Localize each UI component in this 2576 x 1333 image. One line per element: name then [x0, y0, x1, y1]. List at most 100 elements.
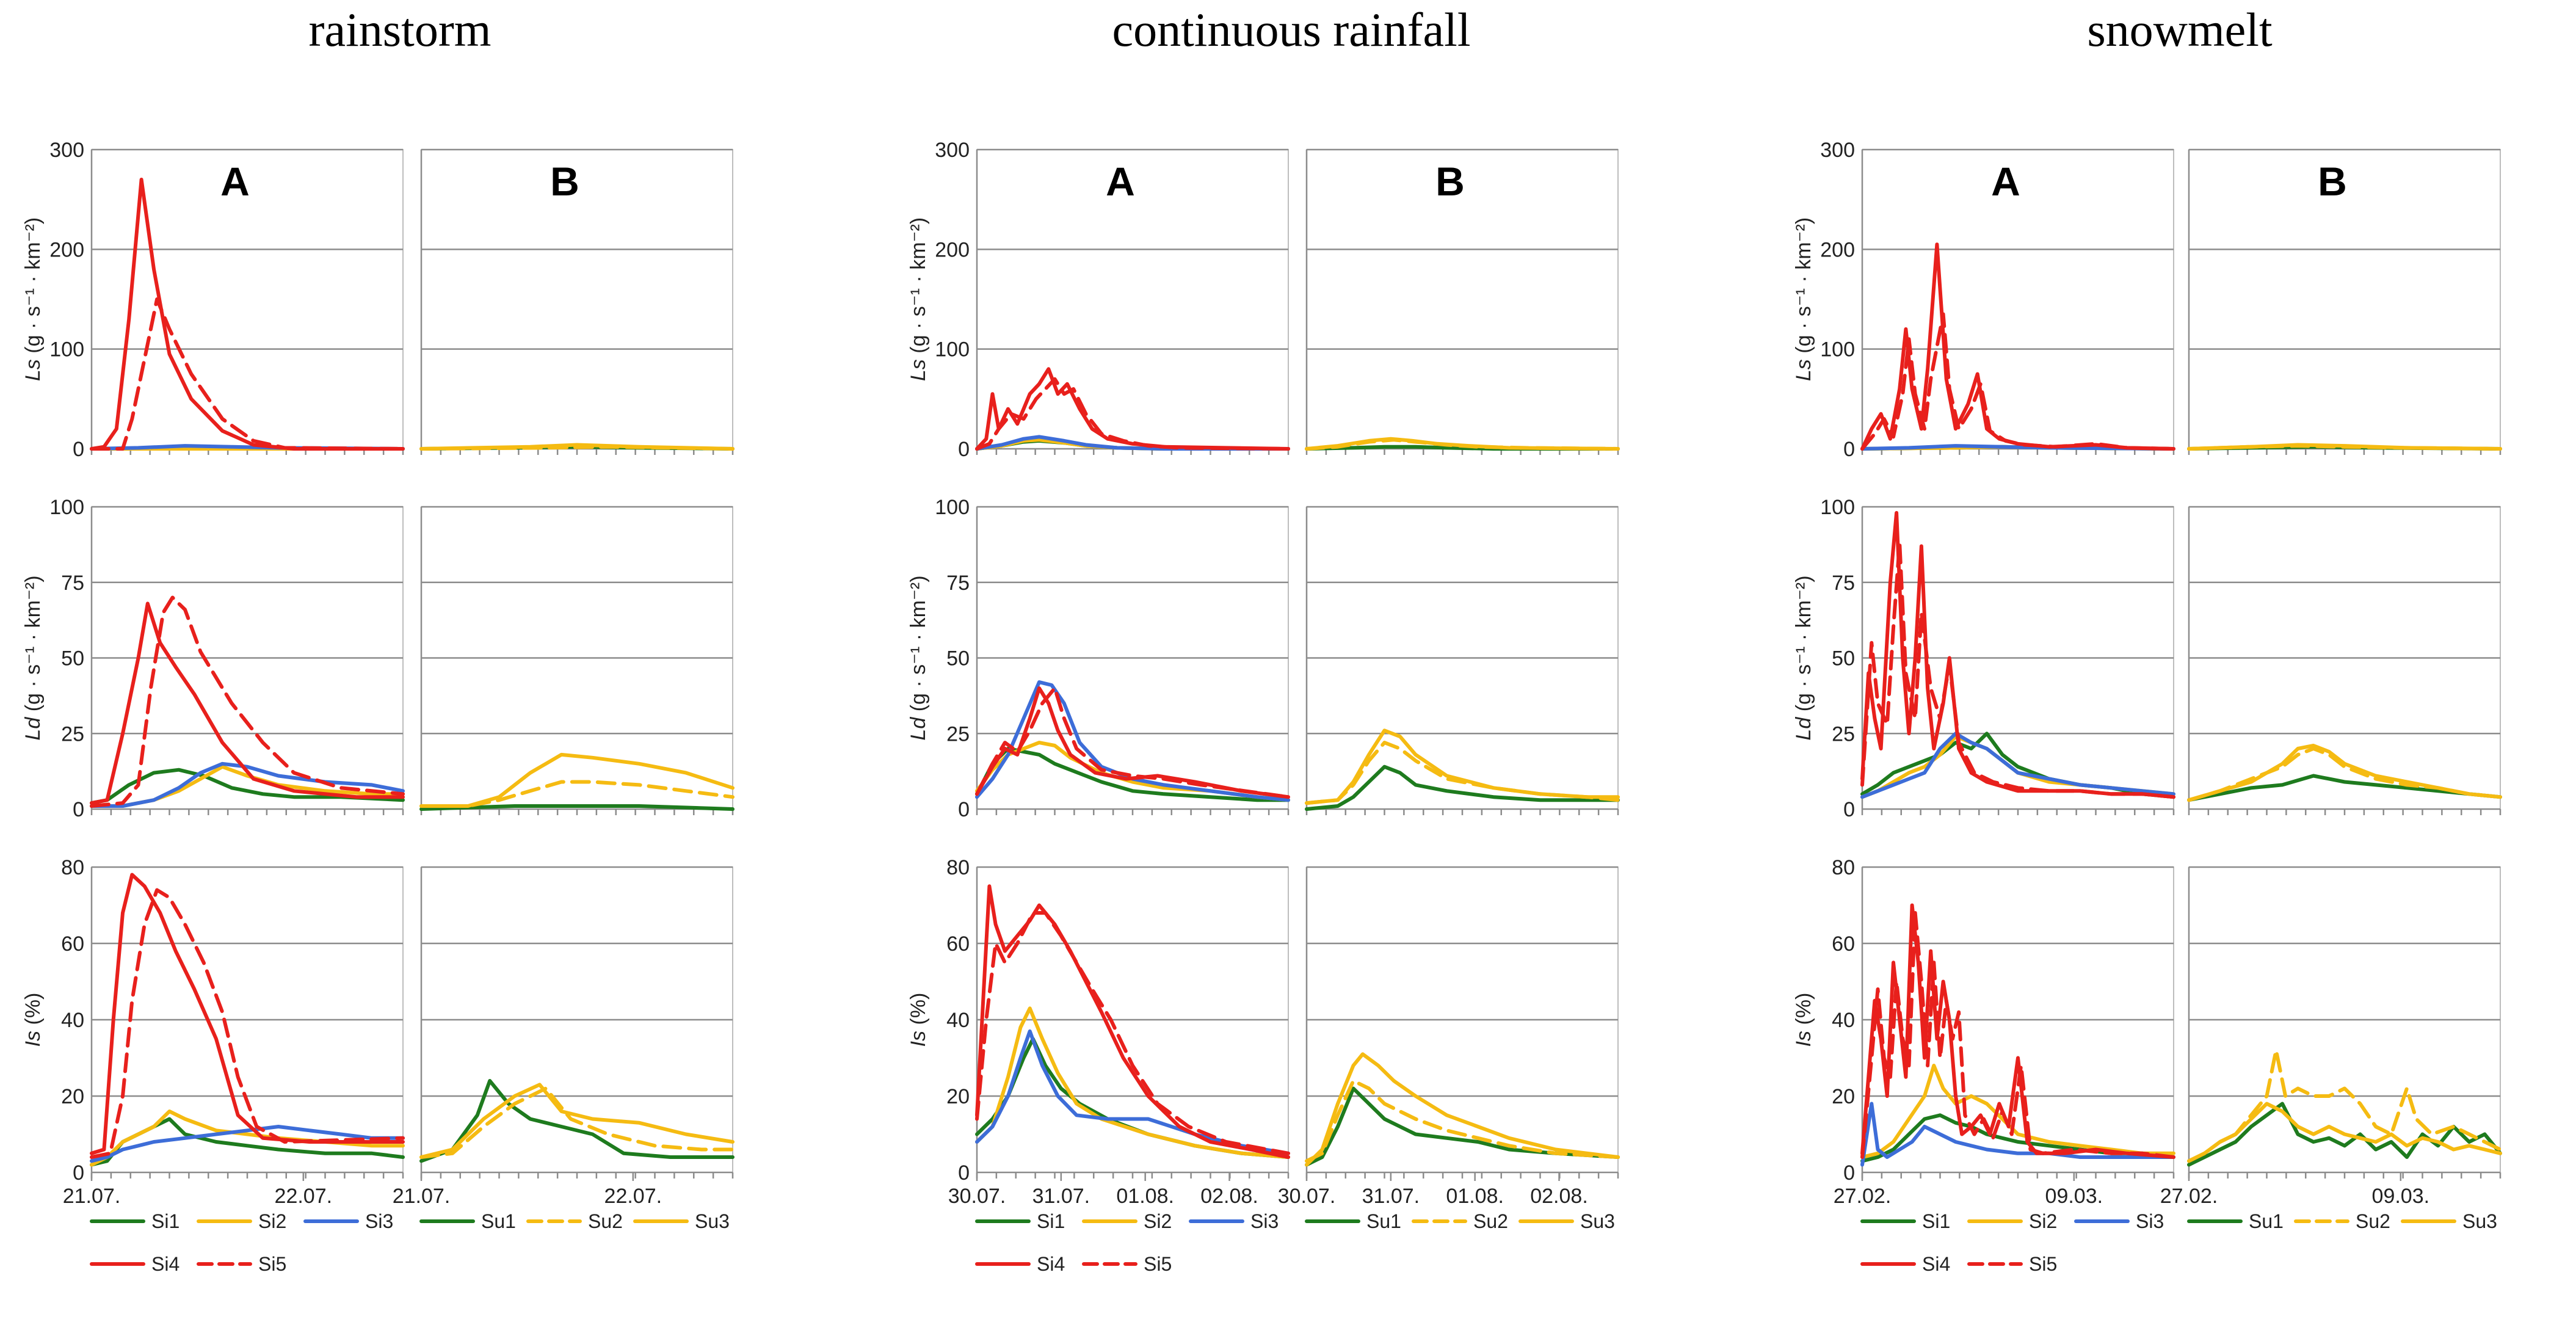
y-tick-label: 50: [946, 647, 970, 670]
series-line-si3: [1860, 444, 2175, 451]
legend-label-si1: Si1: [151, 1210, 180, 1232]
title-rainstorm: rainstorm: [309, 3, 492, 56]
series-line-su2: [419, 780, 735, 808]
y-tick-label: 300: [49, 139, 84, 162]
y-tick-label: 0: [73, 798, 84, 821]
legend-label-si1: Si1: [1037, 1210, 1065, 1232]
legend-label-si3: Si3: [365, 1210, 393, 1232]
legend-label-su1: Su1: [2249, 1210, 2284, 1232]
panel-2-A-Is: 0 20 40 60 80 Is (%) 27.02. 09.03.: [1792, 856, 2175, 1208]
y-tick-label: 75: [61, 572, 84, 595]
legend-label-si4: Si4: [151, 1253, 180, 1275]
y-tick-label: 20: [61, 1085, 84, 1108]
panel-1-A-Ls: 0 100 200 300 Ls (g · s⁻¹ · km⁻²) A: [907, 139, 1290, 461]
series-line-si3: [975, 435, 1290, 451]
y-tick-label: 100: [49, 338, 84, 361]
x-tick-label: 30.07.: [1278, 1185, 1336, 1208]
panel-letter-B: B: [1435, 159, 1465, 204]
y-tick-label: 0: [958, 438, 970, 461]
legend-B-1: Su1 Su2 Su3: [1305, 1210, 1615, 1232]
y-tick-label: 25: [946, 722, 970, 746]
series-line-si3: [975, 1029, 1290, 1155]
panel-0-A-Is: 0 20 40 60 80 Is (%) 21.07. 22.07.: [21, 856, 405, 1208]
y-axis-label: Ls (g · s⁻¹ · km⁻²): [1792, 217, 1815, 381]
y-tick-label: 40: [946, 1009, 970, 1032]
legend-A-2: Si1 Si2 Si3 Si4 Si5: [1860, 1210, 2164, 1275]
legend-label-su2: Su2: [588, 1210, 623, 1232]
panel-1-A-Is: 0 20 40 60 80 Is (%) 30.07. 31.07. 01.08. 02.08.: [907, 856, 1290, 1208]
legend-label-si2: Si2: [2029, 1210, 2057, 1232]
series-line-si3: [1860, 1102, 2175, 1167]
title-snowmelt: snowmelt: [2087, 3, 2273, 56]
legend-label-si5: Si5: [258, 1253, 286, 1275]
y-tick-label: 100: [935, 338, 970, 361]
legend-label-si1: Si1: [1922, 1210, 1950, 1232]
legend-label-si5: Si5: [2029, 1253, 2057, 1275]
series-line-si5: [975, 686, 1290, 799]
y-tick-label: 100: [1820, 338, 1855, 361]
x-tick-label: 09.03.: [2045, 1185, 2103, 1208]
panel-1-B-Ld: [1305, 506, 1620, 815]
y-tick-label: 100: [935, 496, 970, 519]
legend-label-su2: Su2: [1473, 1210, 1508, 1232]
x-tick-label: 30.07.: [948, 1185, 1006, 1208]
y-tick-label: 200: [1820, 238, 1855, 261]
series-line-si4: [90, 873, 405, 1155]
panel-2-A-Ld: 0 25 50 75 100 Ld (g · s⁻¹ · km⁻²): [1792, 496, 2175, 821]
series-line-su3: [419, 752, 735, 808]
panel-0-A-Ld: 0 25 50 75 100 Ld (g · s⁻¹ · km⁻²): [21, 496, 405, 821]
y-tick-label: 60: [946, 932, 970, 956]
legend-label-su3: Su3: [1580, 1210, 1615, 1232]
y-axis-label: Is (%): [907, 993, 930, 1047]
panel-letter-B: B: [550, 159, 579, 204]
y-tick-label: 100: [1820, 496, 1855, 519]
legend-A-1: Si1 Si2 Si3 Si4 Si5: [975, 1210, 1279, 1275]
legend-label-si2: Si2: [1144, 1210, 1172, 1232]
legend-label-si5: Si5: [1144, 1253, 1172, 1275]
y-tick-label: 0: [73, 438, 84, 461]
legend-label-su2: Su2: [2356, 1210, 2390, 1232]
y-tick-label: 50: [61, 647, 84, 670]
series-line-si5: [975, 377, 1290, 451]
panel-letter-A: A: [220, 159, 250, 204]
x-tick-label: 22.07.: [604, 1185, 662, 1208]
series-line-su3: [2187, 1102, 2502, 1163]
series-line-si3: [1860, 732, 2175, 799]
series-line-si4: [975, 686, 1290, 799]
x-tick-label: 01.08.: [1446, 1185, 1504, 1208]
y-tick-label: 0: [958, 1161, 970, 1185]
series-line-si5: [1860, 312, 2175, 451]
x-tick-label: 21.07.: [63, 1185, 121, 1208]
series-line-si4: [1860, 510, 2175, 799]
y-axis-label: Is (%): [21, 993, 45, 1047]
y-tick-label: 0: [73, 1161, 84, 1185]
series-line-si5: [90, 595, 405, 808]
y-tick-label: 80: [61, 856, 84, 879]
x-tick-label: 27.02.: [2160, 1185, 2218, 1208]
y-axis-label: Ls (g · s⁻¹ · km⁻²): [907, 217, 930, 381]
x-tick-label: 02.08.: [1200, 1185, 1258, 1208]
title-continuous-rainfall: continuous rainfall: [1112, 3, 1470, 56]
series-line-si4: [90, 178, 405, 451]
x-tick-label: 22.07.: [275, 1185, 333, 1208]
legend-label-si2: Si2: [258, 1210, 286, 1232]
panel-letter-A: A: [1991, 159, 2020, 204]
series-line-si4: [1860, 903, 2175, 1159]
panel-letter-B: B: [2318, 159, 2347, 204]
panel-0-B-Ld: [419, 506, 735, 815]
x-tick-label: 01.08.: [1116, 1185, 1174, 1208]
panel-0-B-Ls: B: [419, 148, 735, 455]
y-tick-label: 0: [1843, 1161, 1855, 1185]
legend-label-su3: Su3: [2462, 1210, 2497, 1232]
y-axis-label: Ld (g · s⁻¹ · km⁻²): [907, 575, 930, 740]
panel-1-B-Is: 30.07. 31.07. 01.08. 02.08.: [1278, 866, 1620, 1208]
panel-letter-A: A: [1106, 159, 1135, 204]
series-line-si5: [975, 911, 1290, 1155]
series-line-si4: [975, 367, 1290, 451]
y-axis-label: Ld (g · s⁻¹ · km⁻²): [21, 575, 45, 740]
y-tick-label: 20: [1832, 1085, 1855, 1108]
x-tick-label: 27.02.: [1834, 1185, 1892, 1208]
series-line-su1: [2187, 1102, 2502, 1167]
